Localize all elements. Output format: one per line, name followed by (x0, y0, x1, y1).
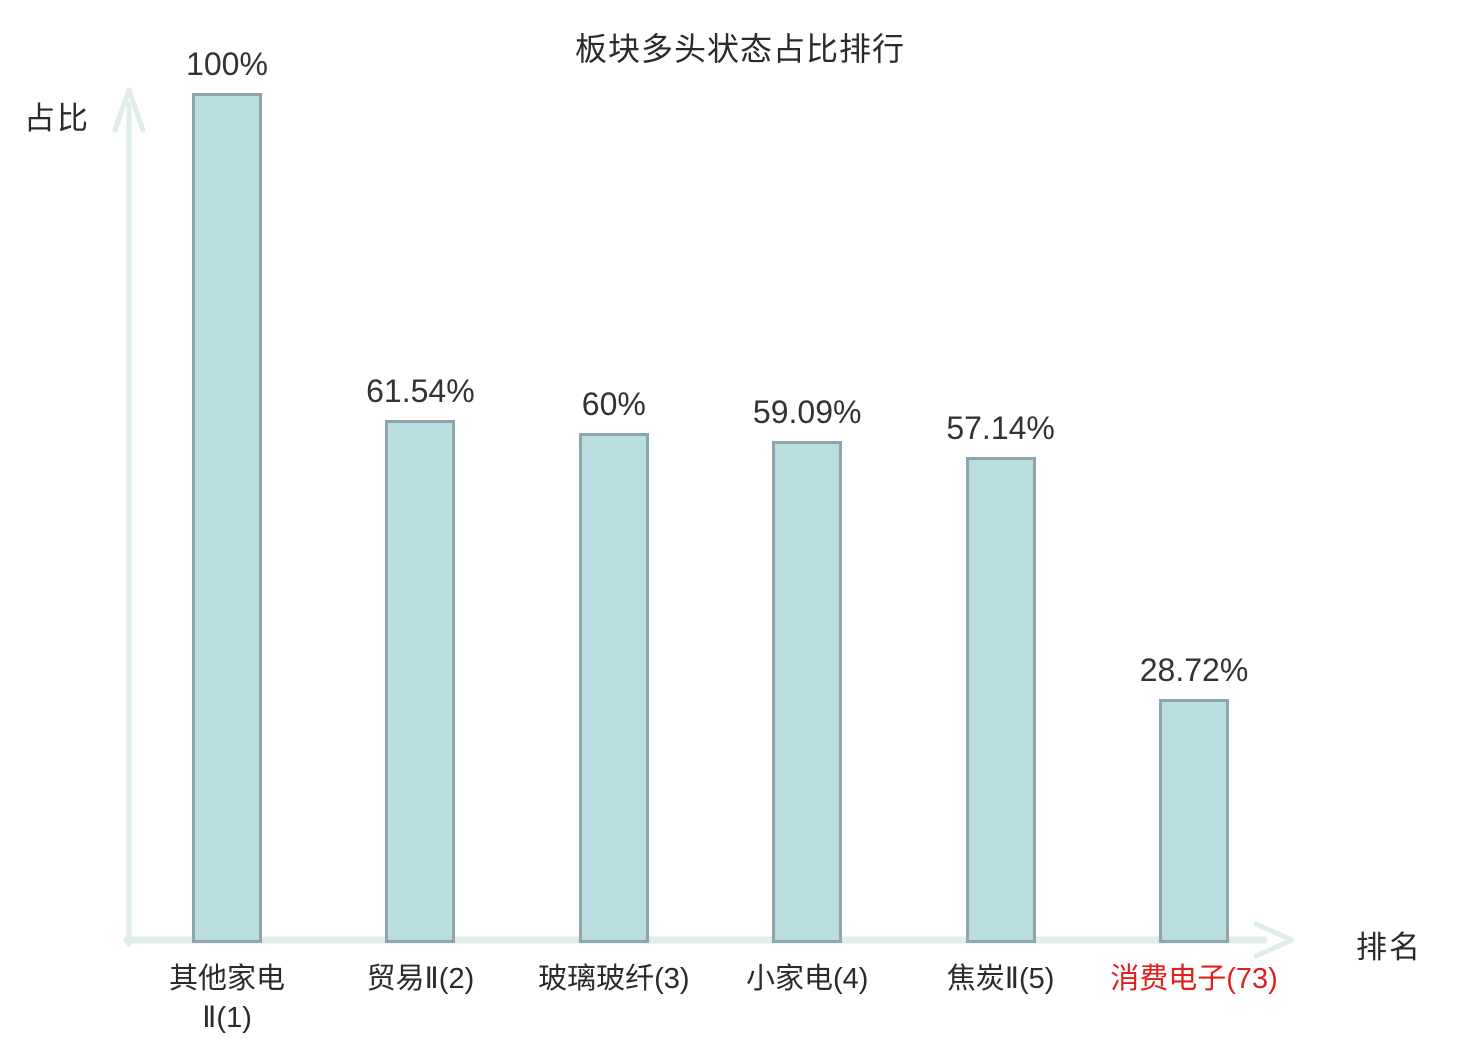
chart-title: 板块多头状态占比排行 (574, 31, 905, 67)
bar-value-label: 100% (186, 46, 268, 82)
bar-value-label: 61.54% (366, 372, 475, 409)
bar-value-label: 28.72% (1139, 651, 1249, 688)
bar-玻璃玻纤(3) (578, 433, 649, 943)
category-label: 焦炭Ⅱ(5) (946, 963, 1055, 995)
category-label: 其他家电 Ⅱ(1) (168, 963, 285, 1035)
bar-焦炭Ⅱ(5) (965, 457, 1036, 943)
x-axis-label: 排名 (1356, 930, 1422, 965)
bar-小家电(4) (772, 440, 843, 943)
y-axis (112, 87, 146, 947)
category-label: 玻璃玻纤(3) (538, 963, 690, 995)
bar-其他家电Ⅱ(1) (192, 93, 262, 943)
bar-消费电子(73) (1159, 698, 1229, 943)
x-axis (123, 921, 1295, 959)
category-label: 贸易Ⅱ(2) (366, 963, 475, 995)
bar-value-label: 59.09% (752, 393, 862, 430)
bar-贸易Ⅱ(2) (385, 419, 456, 943)
bar-value-label: 60% (581, 386, 646, 422)
category-label: 消费电子(73) (1110, 963, 1278, 995)
y-axis-label: 占比 (24, 101, 90, 136)
bar-value-label: 57.14% (946, 410, 1055, 447)
category-label: 小家电(4) (745, 963, 869, 995)
